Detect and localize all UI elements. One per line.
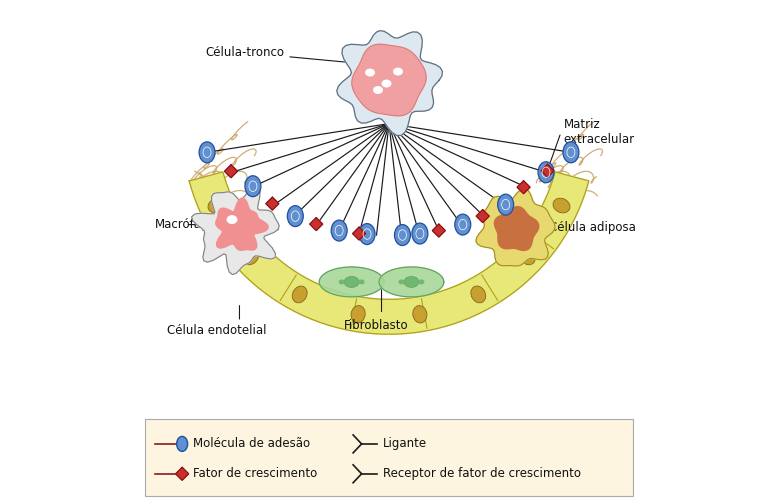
Ellipse shape	[331, 220, 347, 241]
Ellipse shape	[413, 305, 427, 323]
Polygon shape	[541, 164, 554, 177]
Ellipse shape	[538, 162, 554, 183]
Ellipse shape	[226, 215, 237, 224]
Ellipse shape	[398, 279, 405, 284]
Polygon shape	[352, 227, 366, 240]
Polygon shape	[337, 31, 443, 136]
Text: Célula adiposa: Célula adiposa	[541, 221, 636, 233]
Polygon shape	[191, 186, 279, 275]
Text: Célula-tronco: Célula-tronco	[205, 46, 359, 64]
Polygon shape	[319, 267, 384, 297]
Ellipse shape	[471, 286, 485, 303]
Ellipse shape	[208, 198, 225, 213]
Text: Matriz
extracelular: Matriz extracelular	[563, 118, 635, 146]
Polygon shape	[310, 218, 323, 230]
Ellipse shape	[455, 214, 471, 235]
Polygon shape	[189, 172, 589, 334]
Polygon shape	[176, 467, 188, 480]
Polygon shape	[476, 210, 489, 223]
Ellipse shape	[419, 279, 424, 284]
Polygon shape	[433, 224, 445, 237]
Polygon shape	[476, 188, 555, 266]
Text: Macrófago: Macrófago	[155, 218, 216, 231]
Ellipse shape	[412, 223, 428, 244]
Polygon shape	[517, 181, 530, 194]
Ellipse shape	[287, 206, 303, 227]
Ellipse shape	[519, 249, 535, 265]
Ellipse shape	[293, 286, 307, 303]
Text: Ligante: Ligante	[383, 437, 426, 451]
Text: Fator de crescimento: Fator de crescimento	[193, 467, 317, 480]
FancyBboxPatch shape	[145, 419, 633, 496]
Polygon shape	[216, 198, 268, 250]
Polygon shape	[352, 44, 426, 116]
Polygon shape	[494, 207, 538, 250]
Text: Célula endotelial: Célula endotelial	[167, 324, 267, 337]
Text: Fibroblasto: Fibroblasto	[344, 320, 409, 332]
Ellipse shape	[365, 69, 375, 77]
Polygon shape	[266, 197, 279, 210]
Ellipse shape	[199, 142, 215, 163]
Polygon shape	[379, 267, 443, 297]
Ellipse shape	[344, 276, 359, 287]
Ellipse shape	[243, 249, 259, 265]
Polygon shape	[225, 165, 237, 178]
Ellipse shape	[373, 86, 383, 94]
Ellipse shape	[351, 305, 365, 323]
Text: Receptor de fator de crescimento: Receptor de fator de crescimento	[383, 467, 580, 480]
Ellipse shape	[245, 176, 261, 197]
Ellipse shape	[404, 276, 419, 287]
Text: Molécula de adesão: Molécula de adesão	[193, 437, 310, 451]
Ellipse shape	[359, 224, 375, 244]
Ellipse shape	[553, 198, 570, 213]
Ellipse shape	[393, 68, 403, 76]
Ellipse shape	[359, 279, 365, 284]
Ellipse shape	[498, 194, 513, 215]
Ellipse shape	[394, 225, 411, 245]
Ellipse shape	[338, 279, 345, 284]
Ellipse shape	[381, 80, 391, 88]
Ellipse shape	[177, 436, 187, 452]
Ellipse shape	[563, 142, 579, 163]
